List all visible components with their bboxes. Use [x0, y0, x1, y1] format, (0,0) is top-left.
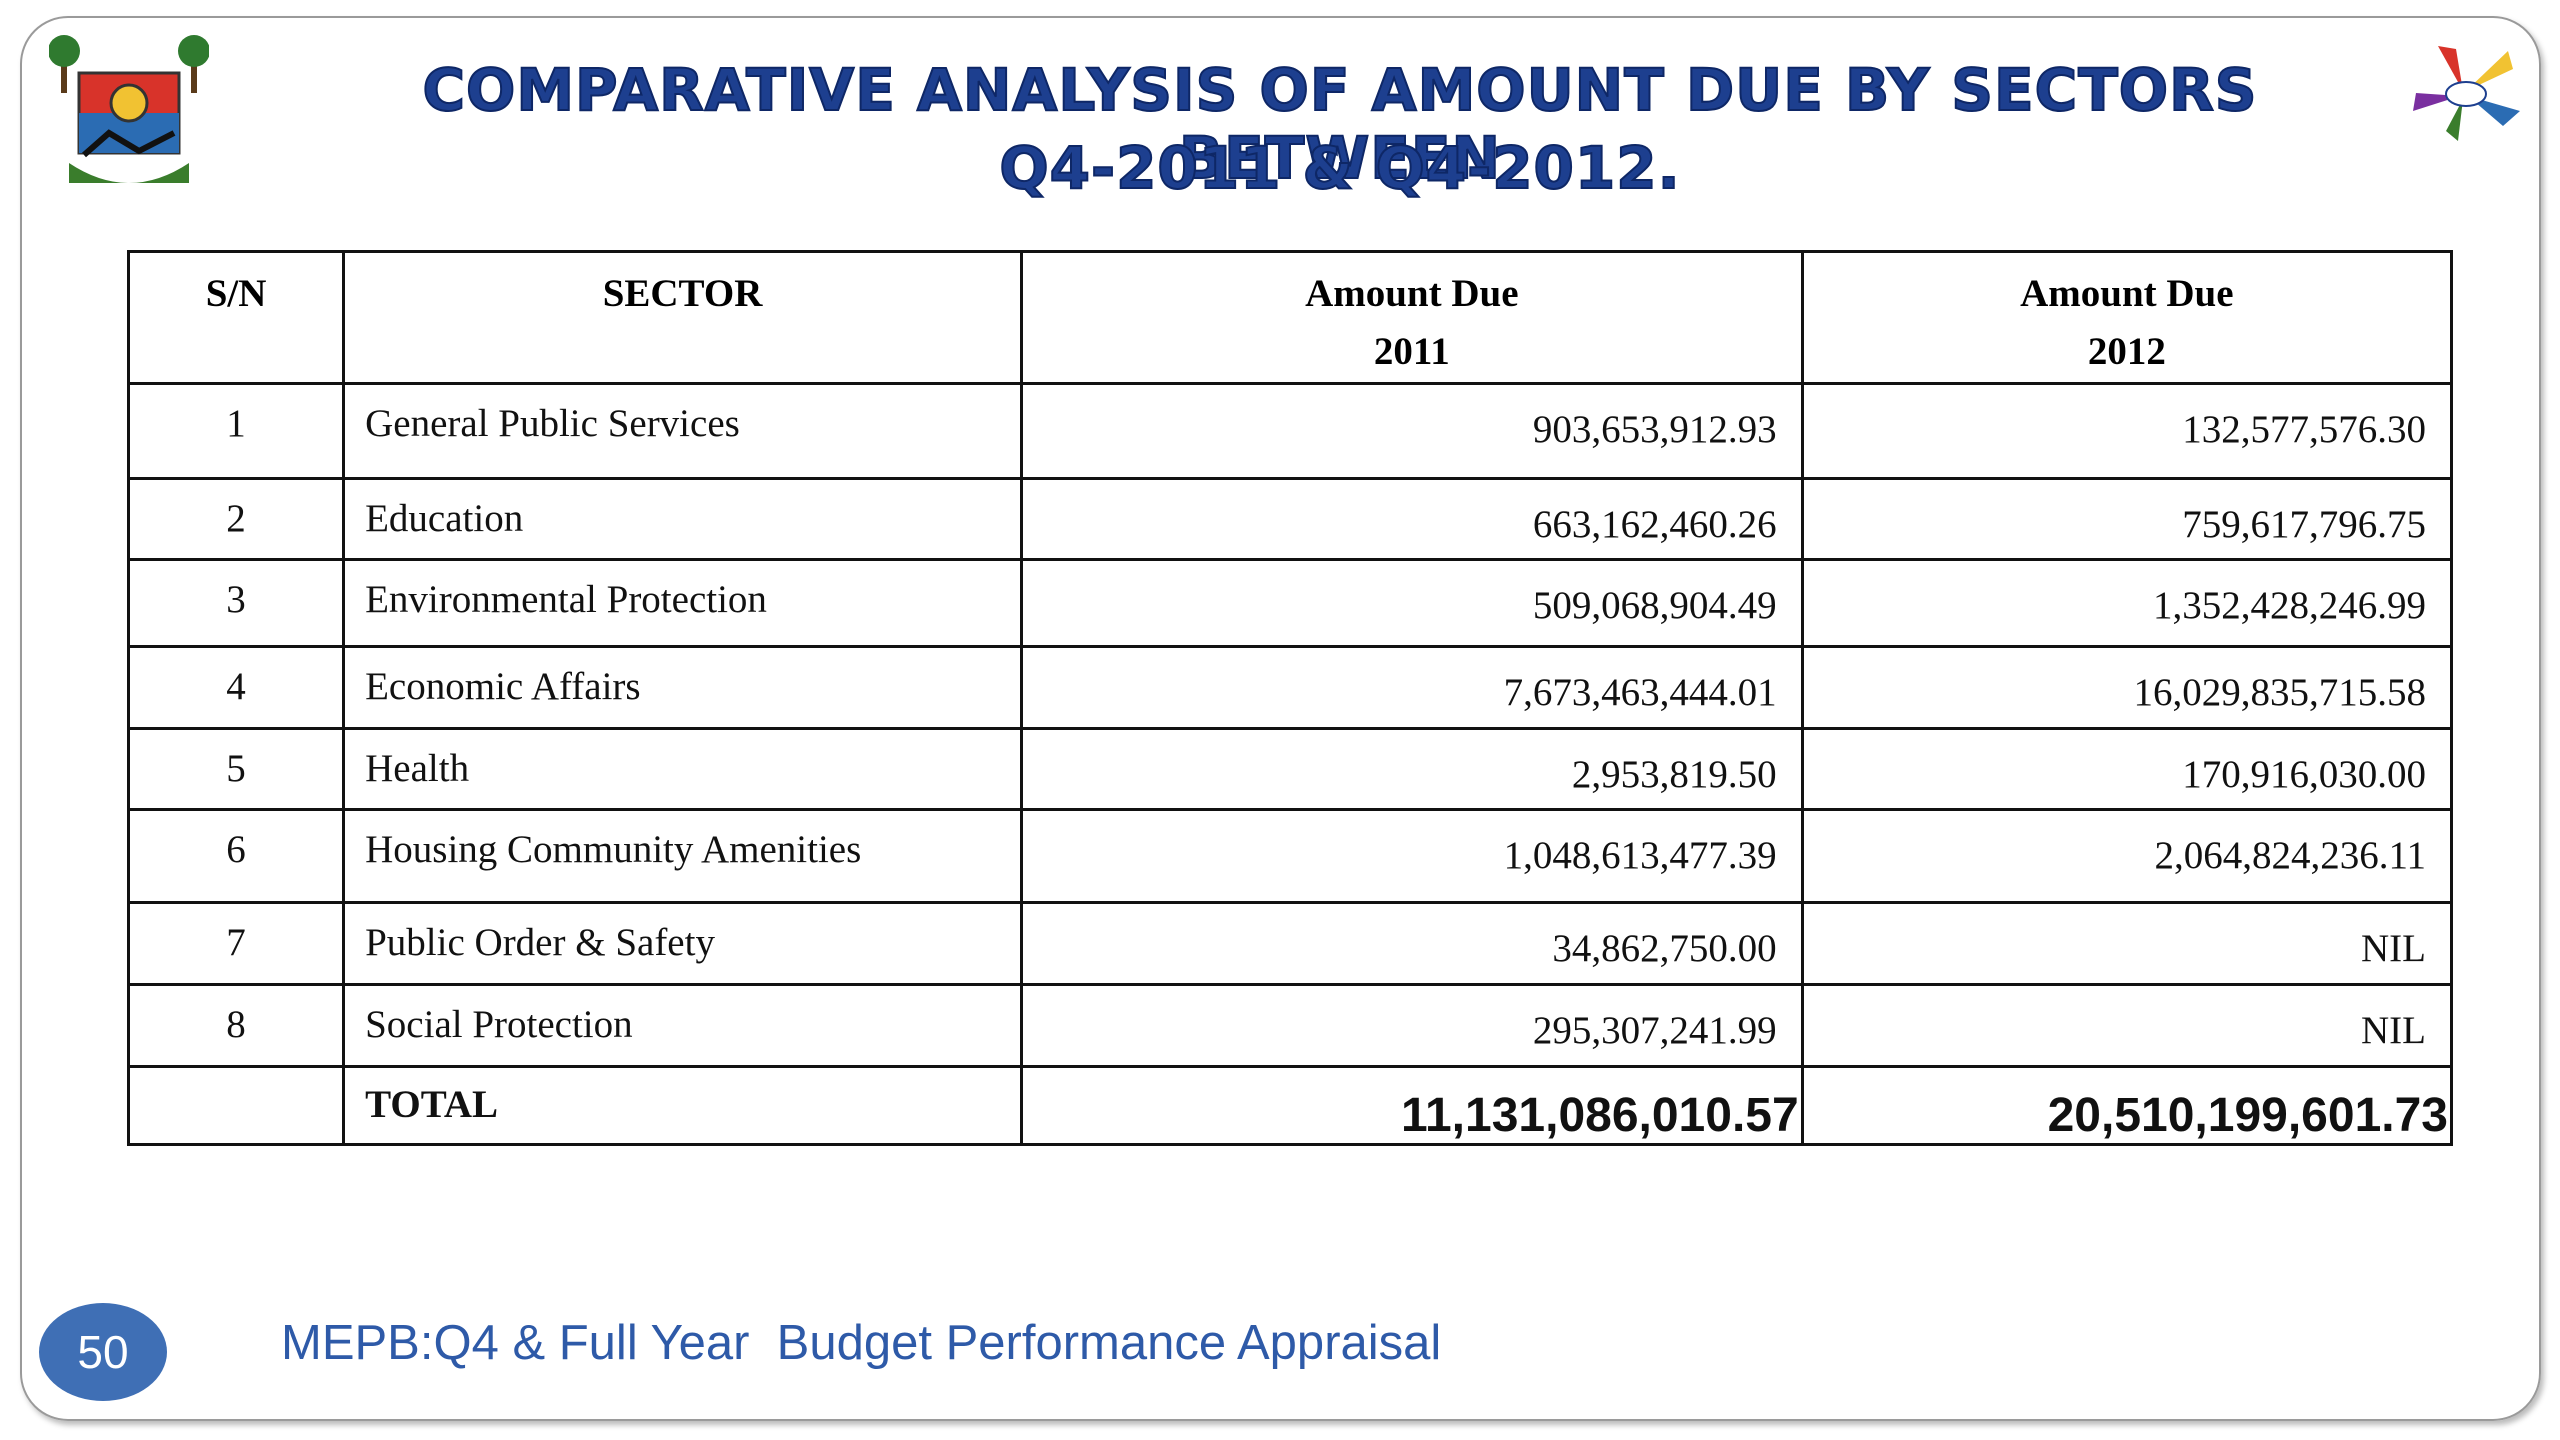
table-row: 5 Health 2,953,819.50 170,916,030.00 [126, 727, 2454, 811]
column-header: Amount Due 2012 [1800, 250, 2454, 385]
title-line: COMPARATIVE ANALYSIS OF AMOUNT DUE BY SE… [421, 55, 2258, 193]
table-cell: 132,577,576.30 [1800, 382, 2454, 480]
table-cell: 903,653,912.93 [1019, 382, 1804, 480]
header-line: Amount Due [1305, 272, 1519, 315]
table-cell: Education [342, 477, 1023, 561]
mepb-logo [2413, 46, 2520, 141]
header-line: 2012 [2087, 330, 2166, 373]
slide-frame [20, 16, 2541, 1421]
header-row: S/N SECTOR Amount Due 2011 Amount Due 2012 [126, 250, 2454, 385]
table-cell: 8 [126, 983, 346, 1068]
table-cell: Environmental Protection [342, 558, 1023, 648]
table-cell: 3 [126, 558, 346, 648]
table-cell: Social Protection [342, 983, 1023, 1068]
table-cell: 1,352,428,246.99 [1800, 558, 2454, 648]
header-line: 2011 [1373, 330, 1450, 373]
table-row: 2 Education 663,162,460.26 759,617,796.75 [126, 477, 2454, 561]
table-cell: NIL [1800, 983, 2454, 1068]
table-cell [126, 1065, 346, 1146]
total-value: 11,131,086,010.57 [1019, 1065, 1804, 1146]
table-row: 8 Social Protection 295,307,241.99 NIL [126, 983, 2454, 1068]
header-line: S/N [205, 272, 267, 315]
table-cell: 2,953,819.50 [1019, 727, 1804, 811]
page-number: 50 [39, 1303, 167, 1401]
column-header: Amount Due 2011 [1019, 250, 1804, 385]
table-cell: 16,029,835,715.58 [1800, 645, 2454, 730]
column-header: S/N [126, 250, 346, 385]
table-cell: 7 [126, 901, 346, 986]
table-row: 3 Environmental Protection 509,068,904.49 1… [126, 558, 2454, 648]
total-row: TOTAL 11,131,086,010.57 20,510,199,601.73 [126, 1065, 2454, 1146]
table-cell: Economic Affairs [342, 645, 1023, 730]
total-label: TOTAL [342, 1065, 1023, 1146]
table-cell: Public Order & Safety [342, 901, 1023, 986]
table-row: 1 General Public Services 903,653,912.93 13… [126, 382, 2454, 480]
table-cell: Health [342, 727, 1023, 811]
table-cell: 663,162,460.26 [1019, 477, 1804, 561]
column-header: SECTOR [342, 250, 1023, 385]
table-cell: Housing Community Amenities [342, 808, 1023, 904]
table-cell: 34,862,750.00 [1019, 901, 1804, 986]
data-table: S/N SECTOR Amount Due 2011 Amount Due 2012 1 Ge… [126, 250, 2454, 1146]
table-cell: 5 [126, 727, 346, 811]
table-cell: 2 [126, 477, 346, 561]
table-row: 4 Economic Affairs 7,673,463,444.01 16,029,… [126, 645, 2454, 730]
table-row: 6 Housing Community Amenities 1,048,613,47… [126, 808, 2454, 904]
header-line: SECTOR [602, 272, 763, 315]
table-cell: 170,916,030.00 [1800, 727, 2454, 811]
table-cell: 7,673,463,444.01 [1019, 645, 1804, 730]
table-cell: 4 [126, 645, 346, 730]
table-cell: 6 [126, 808, 346, 904]
table-cell: NIL [1800, 901, 2454, 986]
table-cell: 759,617,796.75 [1800, 477, 2454, 561]
title-line: Q4-2011 & Q4-2012. [998, 133, 1681, 203]
table-cell: 295,307,241.99 [1019, 983, 1804, 1068]
header-line: Amount Due [2020, 272, 2234, 315]
table-cell: 509,068,904.49 [1019, 558, 1804, 648]
table-cell: 2,064,824,236.11 [1800, 808, 2454, 904]
table-cell: 1 [126, 382, 346, 480]
table-cell: General Public Services [342, 382, 1023, 480]
state-crest-logo [49, 35, 209, 183]
footer-text: MEPB:Q4 & Full Year Budget Performance A… [281, 1316, 1442, 1370]
total-value: 20,510,199,601.73 [1800, 1065, 2454, 1146]
table-row: 7 Public Order & Safety 34,862,750.00 NIL [126, 901, 2454, 986]
table-cell: 1,048,613,477.39 [1019, 808, 1804, 904]
